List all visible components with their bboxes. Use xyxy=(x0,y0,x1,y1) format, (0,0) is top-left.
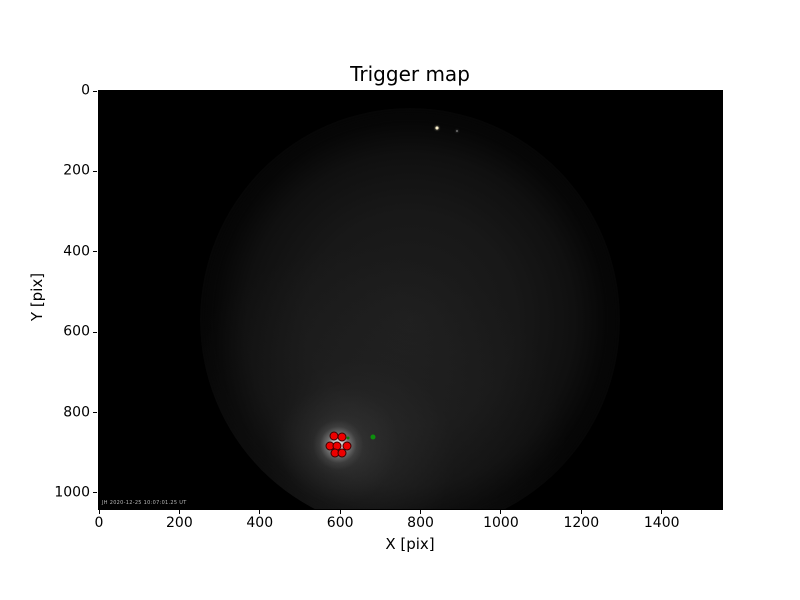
x-tick-mark xyxy=(580,510,582,514)
x-tick-mark xyxy=(339,510,341,514)
x-tick-label: 0 xyxy=(94,515,104,531)
y-tick-label: 800 xyxy=(63,404,90,421)
y-tick-mark xyxy=(93,170,97,172)
trigger-speck-marker xyxy=(346,436,350,440)
x-axis-label: X [pix] xyxy=(385,535,435,553)
camera-timestamp-watermark: JH 2020-12-25 10:07:01.25 UT xyxy=(102,500,187,506)
sky-disk xyxy=(200,108,620,509)
x-tick-mark xyxy=(178,510,180,514)
y-tick-label: 400 xyxy=(63,243,90,260)
x-tick-label: 800 xyxy=(407,515,434,531)
y-axis-label: Y [pix] xyxy=(28,272,46,322)
x-tick-mark xyxy=(661,510,663,514)
x-tick-mark xyxy=(98,510,100,514)
y-tick-label: 600 xyxy=(63,323,90,340)
triggered-pixels-marker xyxy=(337,432,347,442)
y-tick-mark xyxy=(93,90,97,92)
y-tick-mark xyxy=(93,251,97,253)
x-tick-mark xyxy=(500,510,502,514)
y-tick-label: 1000 xyxy=(54,484,90,501)
star-dot xyxy=(435,126,439,130)
x-tick-label: 600 xyxy=(326,515,354,531)
reference-pixel-marker xyxy=(370,434,376,440)
x-tick-mark xyxy=(259,510,261,514)
x-tick-label: 1400 xyxy=(643,515,680,531)
x-tick-label: 400 xyxy=(246,515,274,531)
y-tick-label: 0 xyxy=(81,82,90,99)
x-tick-label: 1000 xyxy=(483,515,519,531)
y-tick-label: 200 xyxy=(63,162,90,179)
y-tick-mark xyxy=(93,331,97,333)
star-dot xyxy=(456,130,459,133)
triggered-pixels-marker xyxy=(342,441,352,451)
x-tick-mark xyxy=(420,510,422,514)
x-tick-label: 200 xyxy=(166,515,193,531)
chart-title: Trigger map xyxy=(350,62,470,86)
x-tick-label: 1200 xyxy=(563,515,600,531)
y-tick-mark xyxy=(93,412,97,414)
plot-area: JH 2020-12-25 10:07:01.25 UT xyxy=(98,90,723,510)
y-tick-mark xyxy=(93,492,97,494)
triggered-pixels-marker xyxy=(337,448,347,458)
